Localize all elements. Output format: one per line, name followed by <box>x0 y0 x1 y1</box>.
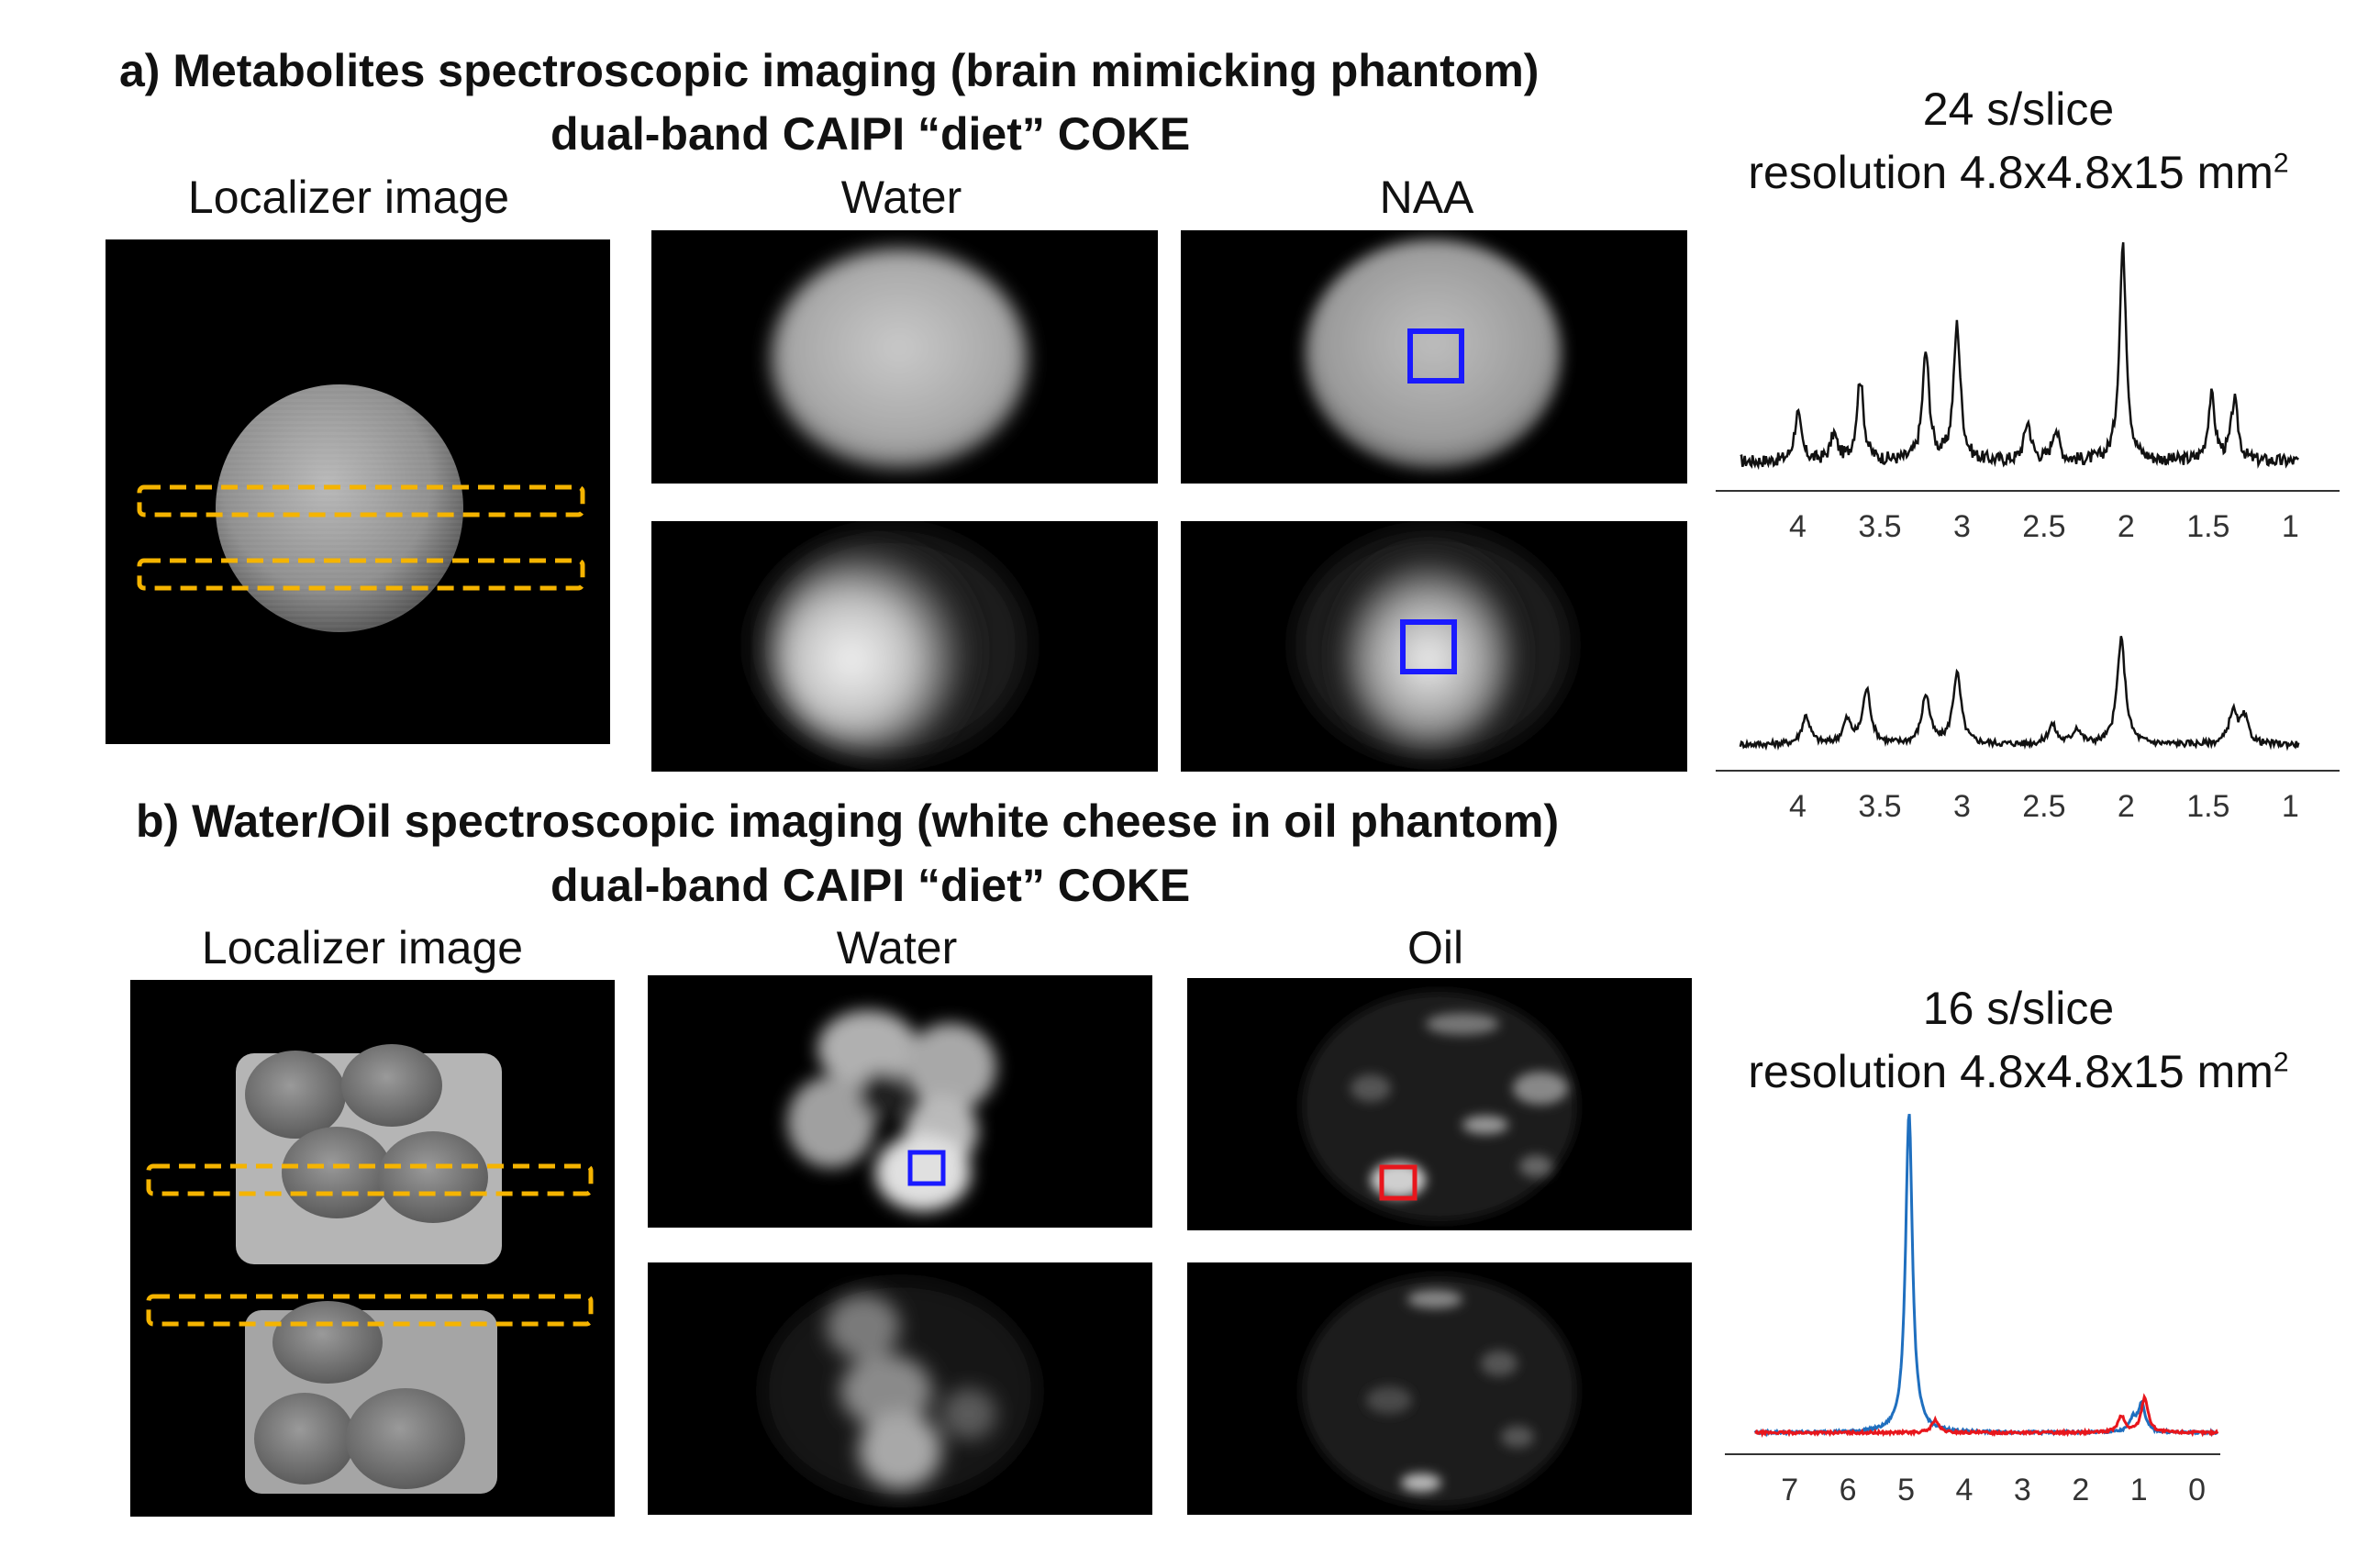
section-a-naa-slice-1-svg <box>1305 239 1562 469</box>
x-tick-label: 1 <box>2282 509 2299 544</box>
section-a-label-localizer: Localizer image <box>187 172 510 223</box>
x-tick-label: 3.5 <box>1858 509 1901 544</box>
cheese-piece <box>245 1051 346 1139</box>
section-b-label-oil: Oil <box>1406 922 1464 973</box>
cheese-piece <box>254 1393 355 1485</box>
slab-1 <box>137 484 585 517</box>
section-a-naa-slice-2 <box>1181 521 1687 772</box>
x-tick-label: 1.5 <box>2186 509 2229 544</box>
naa-blob <box>1337 549 1520 751</box>
x-tick-label: 2 <box>2072 1473 2089 1507</box>
cheese-piece <box>282 1127 392 1218</box>
section-b-oil-slice-2 <box>1187 1262 1692 1515</box>
section-b-label-water: Water <box>836 922 958 973</box>
section-b-water-slice-2 <box>648 1262 1152 1515</box>
spectrum-b-svg: 7 6 5 4 3 2 1 0 <box>1725 1113 2220 1507</box>
section-b-oil-slice-1 <box>1187 978 1692 1230</box>
spectrum-series-line <box>1754 1393 2219 1438</box>
slab-2 <box>137 558 585 591</box>
x-tick-label: 4 <box>1789 509 1807 544</box>
section-b-resolution-sup: 2 <box>2273 1047 2289 1078</box>
oil-highlights <box>1366 1290 1534 1492</box>
naa-roi-box <box>1400 619 1457 674</box>
cheese-piece <box>378 1131 488 1223</box>
section-a-water-slice-1 <box>651 230 1158 484</box>
section-b-resolution: resolution 4.8x4.8x15 mm <box>1748 1046 2274 1097</box>
section-b-localizer-svg <box>146 1044 594 1494</box>
section-a-localizer-image <box>106 239 610 744</box>
x-tick-label: 1 <box>2282 789 2299 824</box>
x-tick-label: 3 <box>1953 509 1971 544</box>
x-tick-label: 5 <box>1897 1473 1915 1507</box>
section-a-naa-slice-1 <box>1181 230 1687 484</box>
section-a-naa-slice-2-svg <box>1295 530 1571 760</box>
x-tick-label: 3 <box>2014 1473 2031 1507</box>
naa-blob <box>1305 239 1562 469</box>
slab-2 <box>146 1294 594 1327</box>
section-b-scan-info: 16 s/slice resolution 4.8x4.8x15 mm2 <box>1688 977 2349 1104</box>
naa-roi-box <box>1407 328 1464 384</box>
section-a-resolution-sup: 2 <box>2273 148 2289 179</box>
section-a-resolution: resolution 4.8x4.8x15 mm <box>1748 147 2274 198</box>
section-b-subtitle: dual-band CAIPI “diet” COKE <box>550 860 1191 911</box>
oil-highlights <box>1351 1013 1568 1198</box>
x-tick-label: 7 <box>1781 1473 1798 1507</box>
section-a-water-slice-1-svg <box>771 249 1028 469</box>
cheese-piece <box>346 1388 465 1489</box>
section-b-water-slice-1 <box>648 975 1152 1228</box>
spectrum-series-line <box>1739 635 2300 751</box>
section-b-oil-slice-2-svg <box>1302 1276 1577 1506</box>
phantom-texture <box>216 384 463 632</box>
x-tick-label: 4 <box>1956 1473 1973 1507</box>
section-b-oil-slice-1-svg <box>1302 992 1577 1221</box>
water-blob <box>771 549 973 751</box>
section-a-localizer-svg <box>137 384 585 632</box>
slab-1 <box>146 1163 594 1196</box>
oil-roi-box <box>1379 1164 1418 1201</box>
x-tick-label: 4 <box>1789 789 1807 824</box>
section-b-resolution-line: resolution 4.8x4.8x15 mm2 <box>1688 1040 2349 1104</box>
section-a-scan-time: 24 s/slice <box>1922 83 2115 135</box>
x-tick-label: 0 <box>2188 1473 2206 1507</box>
cheese-piece <box>272 1301 383 1384</box>
section-a-water-slice-2 <box>651 521 1158 772</box>
section-b-water-slice-1-svg <box>787 1010 996 1211</box>
x-tick-label: 3.5 <box>1858 789 1901 824</box>
x-tick-label: 2 <box>2118 789 2135 824</box>
spectrum-b: 7 6 5 4 3 2 1 0 <box>1725 1092 2239 1532</box>
section-b-localizer-image <box>130 980 615 1517</box>
section-b-scan-time: 16 s/slice <box>1922 983 2115 1034</box>
spectrum-a-top: 4 3.5 3 2.5 2 1.5 1 <box>1697 234 2340 546</box>
spectrum-series-line <box>1753 1113 2219 1438</box>
section-a-scan-info: 24 s/slice resolution 4.8x4.8x15 mm2 <box>1688 78 2349 205</box>
water-blobs <box>827 1295 996 1489</box>
x-tick-label: 3 <box>1953 789 1971 824</box>
section-a-resolution-line: resolution 4.8x4.8x15 mm2 <box>1688 141 2349 205</box>
section-a-title: a) Metabolites spectroscopic imaging (br… <box>119 45 1540 96</box>
x-tick-label: 2 <box>2118 509 2135 544</box>
section-b-water-slice-2-svg <box>762 1281 1038 1501</box>
x-tick-label: 1 <box>2130 1473 2148 1507</box>
cheese-piece <box>341 1044 442 1127</box>
water-roi-box <box>907 1150 946 1186</box>
spectrum-a-top-svg: 4 3.5 3 2.5 2 1.5 1 <box>1716 242 2340 544</box>
x-tick-label: 6 <box>1840 1473 1857 1507</box>
water-blobs <box>787 1010 996 1211</box>
section-b-label-localizer: Localizer image <box>201 922 524 973</box>
water-blob <box>771 249 1028 469</box>
section-a-label-water: Water <box>840 172 962 223</box>
spectrum-series-line <box>1740 242 2300 471</box>
section-a-water-slice-2-svg <box>752 530 1028 760</box>
oil-disc <box>1302 1276 1577 1506</box>
section-a-label-naa: NAA <box>1379 172 1474 223</box>
spectrum-a-bottom-svg: 4 3.5 3 2.5 2 1.5 1 <box>1716 635 2340 824</box>
section-a-subtitle: dual-band CAIPI “diet” COKE <box>550 108 1191 160</box>
spectrum-a-bottom: 4 3.5 3 2.5 2 1.5 1 <box>1697 587 2340 826</box>
x-tick-label: 2.5 <box>2022 509 2065 544</box>
section-b-title: b) Water/Oil spectroscopic imaging (whit… <box>136 795 1560 847</box>
x-tick-label: 1.5 <box>2186 789 2229 824</box>
x-tick-label: 2.5 <box>2022 789 2065 824</box>
oil-disc <box>1302 992 1577 1221</box>
